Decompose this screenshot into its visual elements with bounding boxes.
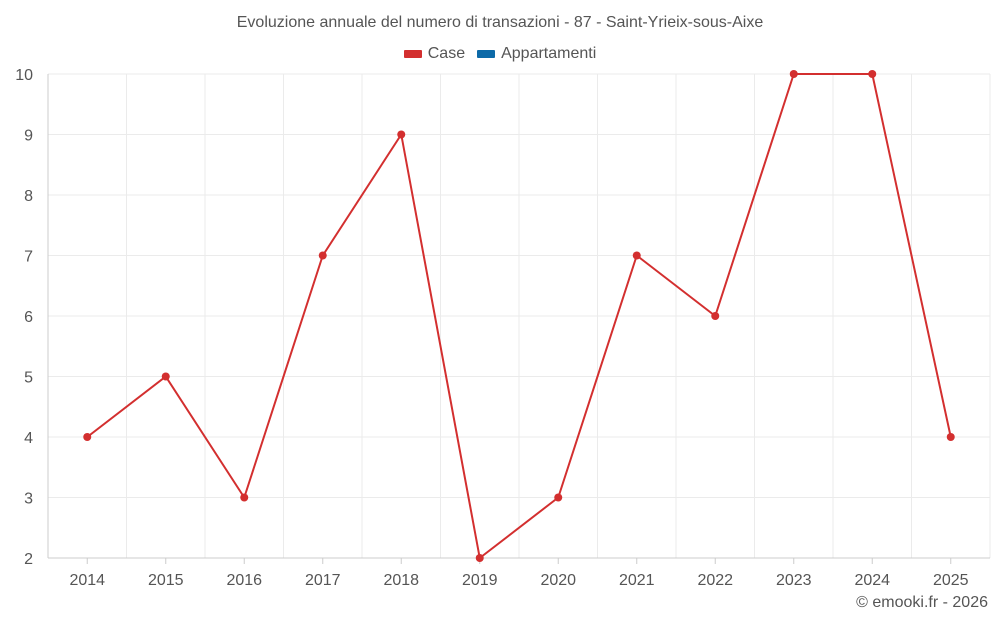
y-tick-label: 3 (24, 491, 33, 508)
x-tick-label: 2023 (776, 572, 812, 589)
y-tick-label: 2 (24, 551, 33, 568)
data-point (868, 70, 877, 78)
y-tick-labels: 2 3 4 5 6 7 8 9 10 (15, 67, 33, 568)
data-point (83, 433, 92, 441)
data-point (789, 70, 798, 78)
series-layer (83, 70, 955, 562)
x-tick-label: 2015 (148, 572, 184, 589)
x-tick-labels: 2014 2015 2016 2017 2018 2019 2020 2021 2022 2023… (69, 572, 968, 589)
footer-credit: © emooki.fr - 2026 (856, 594, 988, 611)
data-point (240, 493, 249, 502)
x-tick-label: 2017 (305, 572, 341, 589)
y-tick-label: 10 (15, 67, 33, 84)
y-tick-label: 9 (24, 128, 33, 145)
data-point (161, 372, 170, 381)
x-tick-label: 2019 (462, 572, 498, 589)
legend-swatch-appartamenti (477, 50, 496, 58)
legend-label-appartamenti: Appartamenti (501, 45, 597, 62)
y-tick-label: 8 (24, 188, 33, 205)
data-point (475, 554, 484, 562)
y-tick-label: 6 (24, 309, 33, 326)
series-line-case (86, 73, 952, 559)
x-tick-label: 2018 (383, 572, 419, 589)
y-tick-label: 7 (24, 249, 33, 266)
x-tick-label: 2022 (697, 572, 733, 589)
y-tick-label: 4 (24, 430, 33, 447)
data-point (711, 312, 720, 320)
legend-item-case[interactable]: Case (403, 45, 466, 63)
x-tick-label: 2025 (933, 572, 969, 589)
data-point (318, 251, 327, 260)
data-point (554, 493, 563, 502)
x-tick-label: 2024 (854, 572, 890, 589)
legend-label-case: Case (427, 45, 466, 62)
x-tick-label: 2021 (619, 572, 655, 589)
data-point (946, 433, 955, 441)
legend-item-appartamenti[interactable]: Appartamenti (477, 45, 596, 63)
legend-swatch-case (403, 50, 422, 58)
data-point (632, 251, 641, 260)
data-point (397, 130, 406, 139)
x-tick-label: 2020 (540, 572, 576, 589)
x-tick-label: 2016 (226, 572, 262, 589)
chart-title: Evoluzione annuale del numero di transaz… (236, 14, 764, 31)
grid-lines (47, 73, 991, 559)
y-tick-label: 5 (24, 370, 33, 387)
axes (47, 74, 990, 564)
chart-legend: Case Appartamenti (0, 45, 1000, 63)
x-tick-label: 2014 (69, 572, 105, 589)
